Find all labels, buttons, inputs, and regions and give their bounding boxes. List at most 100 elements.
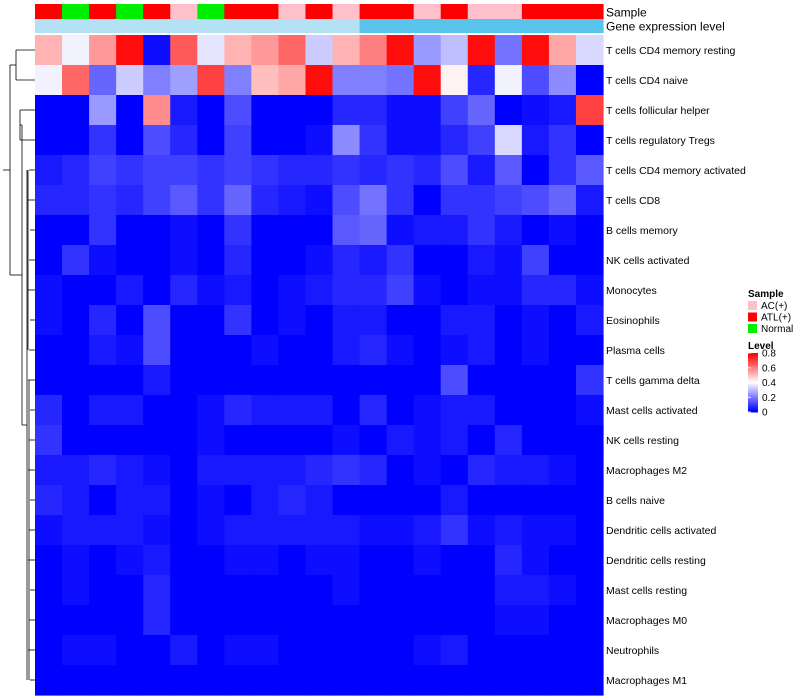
heatmap-cell [224, 425, 252, 456]
heatmap-cell [305, 515, 334, 546]
heatmap-cell [467, 665, 496, 696]
heatmap-cell [548, 125, 577, 156]
heatmap-cell [521, 365, 550, 396]
heatmap-cell [197, 335, 225, 366]
sample-annotation-cell [548, 4, 577, 19]
heatmap-cell [521, 425, 550, 456]
heatmap-cell [467, 305, 496, 336]
heatmap-cell [35, 575, 63, 606]
heatmap-cell [494, 455, 523, 486]
row-label: Mast cells resting [606, 585, 687, 597]
heatmap-cell [548, 335, 577, 366]
heatmap-cell [170, 635, 198, 666]
heatmap-cell [521, 665, 550, 696]
heatmap-cell [386, 35, 415, 66]
heatmap-cell [62, 215, 90, 246]
heatmap-cell [440, 335, 469, 366]
heatmap-cell [332, 65, 361, 96]
heatmap-cell [251, 65, 280, 96]
heatmap-cell [170, 35, 198, 66]
heatmap-cell [35, 125, 63, 156]
row-label: Macrophages M0 [606, 615, 687, 627]
heatmap-cell [116, 65, 144, 96]
expression-annotation-cell [143, 19, 171, 33]
heatmap-cell [440, 545, 469, 576]
heatmap-cell [413, 485, 442, 516]
sample-annotation-cell [332, 4, 361, 19]
heatmap-cell [278, 335, 307, 366]
heatmap-cell [386, 245, 415, 276]
heatmap-cell [89, 365, 117, 396]
heatmap-cell [332, 665, 361, 696]
heatmap-cell [224, 125, 252, 156]
sample-annotation-cell [116, 4, 144, 19]
heatmap-cell [440, 665, 469, 696]
heatmap-cell [89, 335, 117, 366]
level-legend-gradient-slice [748, 397, 758, 400]
heatmap-cell [359, 125, 388, 156]
heatmap-cell [89, 665, 117, 696]
heatmap-cell [548, 95, 577, 126]
heatmap-cell [305, 485, 334, 516]
heatmap-cell [359, 95, 388, 126]
heatmap-cell [89, 515, 117, 546]
heatmap-cell [548, 395, 577, 426]
sample-annotation-cell [143, 4, 171, 19]
heatmap-cell [305, 125, 334, 156]
heatmap-cell [278, 395, 307, 426]
heatmap-cell [332, 245, 361, 276]
heatmap-cell [413, 65, 442, 96]
heatmap-cell [467, 335, 496, 366]
sample-legend-title: Sample [748, 289, 784, 300]
level-legend-tick-label: 0 [762, 408, 768, 419]
heatmap-cell [575, 215, 604, 246]
sample-annotation-cell [251, 4, 280, 19]
heatmap-cell [278, 305, 307, 336]
heatmap-cell [521, 635, 550, 666]
heatmap-cell [35, 395, 63, 426]
heatmap-cell [251, 155, 280, 186]
heatmap-cell [35, 35, 63, 66]
expression-annotation-cell [89, 19, 117, 33]
heatmap-cell [467, 455, 496, 486]
heatmap-cell [548, 665, 577, 696]
heatmap-cell [89, 425, 117, 456]
heatmap-cell [116, 35, 144, 66]
row-label: Dendritic cells activated [606, 525, 716, 537]
heatmap-cell [494, 665, 523, 696]
heatmap-cell [278, 185, 307, 216]
row-label: T cells regulatory Tregs [606, 135, 715, 147]
heatmap-cell [521, 455, 550, 486]
heatmap-cell [548, 275, 577, 306]
heatmap-cell [143, 425, 171, 456]
heatmap-cell [575, 245, 604, 276]
heatmap-cell [62, 605, 90, 636]
heatmap-cell [494, 245, 523, 276]
heatmap-cell [278, 515, 307, 546]
heatmap-cell [62, 275, 90, 306]
row-label: B cells memory [606, 225, 679, 237]
heatmap-cell [170, 365, 198, 396]
heatmap-cell [467, 65, 496, 96]
heatmap-cell [143, 305, 171, 336]
heatmap-cell [494, 65, 523, 96]
heatmap-cell [575, 455, 604, 486]
heatmap-cell [62, 245, 90, 276]
heatmap-cell [197, 365, 225, 396]
heatmap-cell [440, 215, 469, 246]
heatmap-cell [251, 35, 280, 66]
sample-annotation-cell [413, 4, 442, 19]
sample-annotation-cell [170, 4, 198, 19]
level-legend-gradient-slice [748, 391, 758, 394]
level-legend-gradient-slice [748, 353, 758, 355]
heatmap-cell [575, 335, 604, 366]
level-legend-gradient-slice [748, 386, 758, 389]
level-legend-gradient-slice [748, 383, 758, 386]
heatmap-cell [170, 425, 198, 456]
heatmap-cell [359, 635, 388, 666]
sample-annotation-cell [89, 4, 117, 19]
heatmap-cell [467, 485, 496, 516]
heatmap-cell [89, 575, 117, 606]
heatmap-cell [62, 395, 90, 426]
